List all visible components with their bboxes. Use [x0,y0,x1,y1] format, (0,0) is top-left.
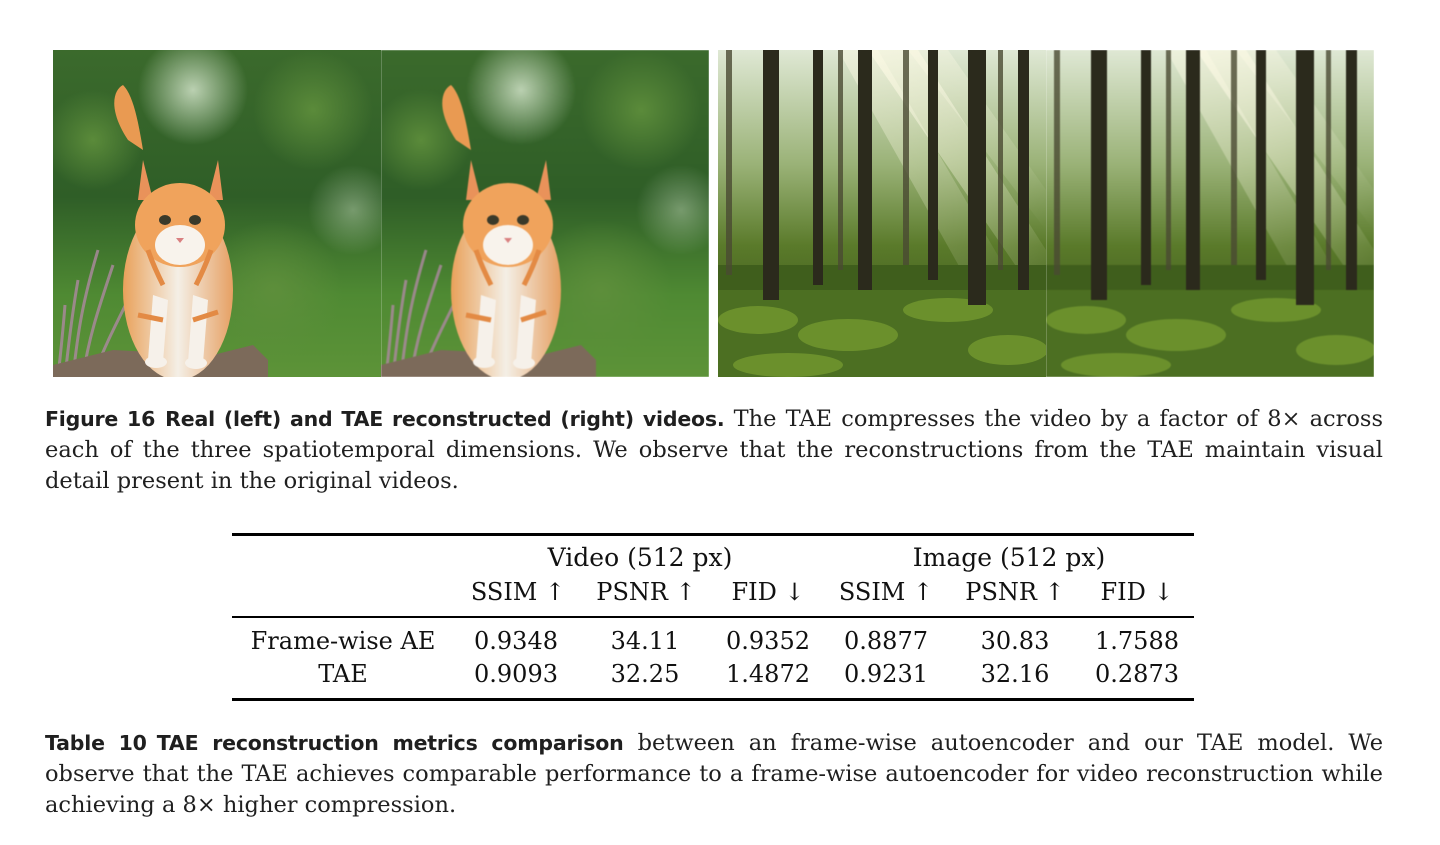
group-header-image: Image (512 px) [912,543,1106,572]
figure-panels [0,0,1440,380]
table-title: TAE reconstruction metrics comparison [156,731,624,755]
figure-title: Real (left) and TAE reconstructed (right… [165,407,725,431]
table-cell: 0.9352 [726,627,810,655]
table-caption: Table 10 TAE reconstruction metrics compa… [45,728,1383,821]
col-header-video-ssim: SSIM ↑ [470,578,566,606]
col-header-video-psnr: PSNR ↑ [596,578,696,606]
row-label: Frame-wise AE [250,627,436,655]
table-cell: 32.25 [610,660,680,688]
table-cell: 34.11 [610,627,680,655]
figure-caption: Figure 16 Real (left) and TAE reconstruct… [45,404,1383,497]
forest-real-image [718,50,1046,377]
table-bottom-rule [232,698,1194,701]
col-header-image-ssim: SSIM ↑ [838,578,934,606]
group-header-video: Video (512 px) [547,543,733,572]
table-mid-rule [232,616,1194,618]
results-table: Video (512 px) Image (512 px) SSIM ↑ PSN… [232,533,1194,701]
table-cell: 1.7588 [1095,627,1179,655]
col-header-image-psnr: PSNR ↑ [965,578,1065,606]
table-cell: 0.9093 [474,660,558,688]
table-cell: 0.9231 [844,660,928,688]
table-caption-lead: Table 10 TAE reconstruction metrics compa… [45,731,624,755]
table-cell: 1.4872 [726,660,810,688]
cat-reconstructed-image [381,50,709,377]
figure-caption-text: The TAE compresses the video by a factor… [45,406,1383,494]
row-label: TAE [318,660,368,688]
table-cell: 0.9348 [474,627,558,655]
col-header-video-fid: FID ↓ [731,578,805,606]
table-label: Table 10 [45,731,147,755]
table-top-rule [232,533,1194,536]
col-header-image-fid: FID ↓ [1100,578,1174,606]
table-cell: 30.83 [980,627,1050,655]
forest-reconstructed-image [1046,50,1374,377]
table-caption-text: between an frame-wise autoencoder and ou… [45,730,1384,818]
figure-label: Figure 16 [45,407,156,431]
cat-real-image [53,50,381,377]
table-cell: 0.2873 [1095,660,1179,688]
figure-caption-lead: Figure 16 Real (left) and TAE reconstruct… [45,407,725,431]
table-cell: 32.16 [980,660,1050,688]
table-cell: 0.8877 [844,627,928,655]
